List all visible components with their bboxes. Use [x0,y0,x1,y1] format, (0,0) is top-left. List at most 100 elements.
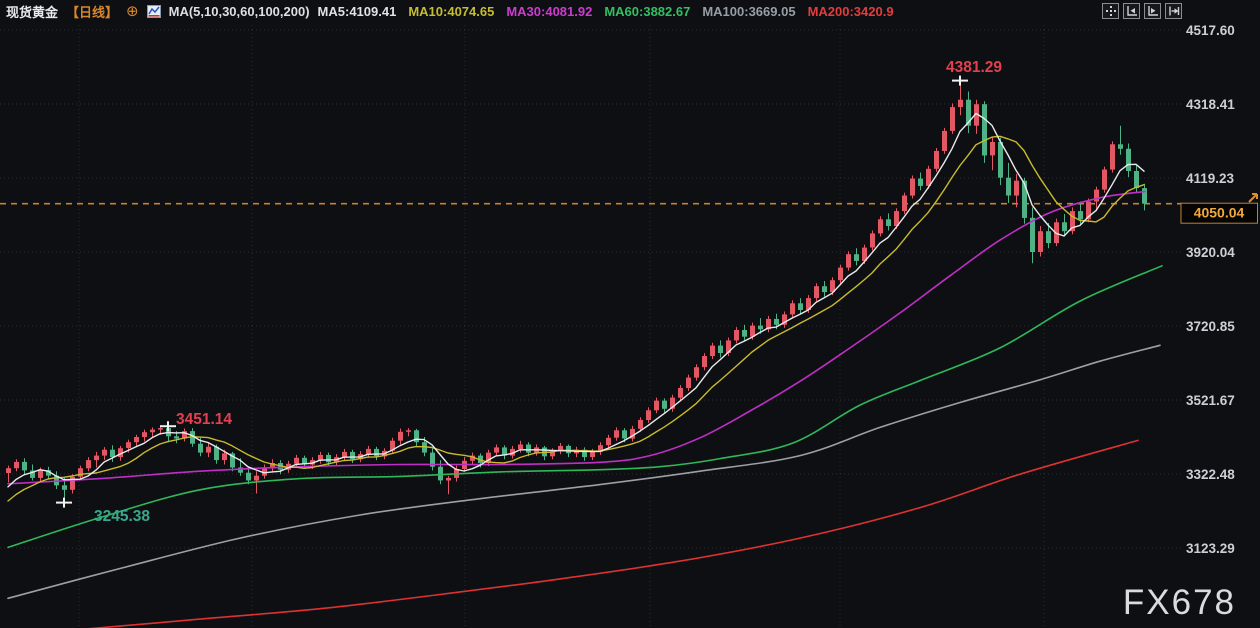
candle-body [742,330,747,337]
instrument-title: 现货黄金 [6,5,59,20]
gridlines [0,25,1181,628]
candle-body [926,168,931,186]
chart-type-icon[interactable] [146,5,161,18]
candle-body [150,429,155,433]
candle-body [734,330,739,341]
candle-body [1118,144,1123,149]
candle-body [38,470,43,478]
candle-body [510,448,515,456]
candle-body [1110,144,1115,170]
candle-body [646,410,651,420]
add-icon[interactable]: ⊕ [126,3,139,20]
candle-body [318,454,323,461]
axis-label: 3720.85 [1186,319,1235,334]
candle-body [566,445,571,454]
candle-body [6,468,11,473]
candle-body [1126,148,1131,171]
candle-body [1102,169,1107,190]
candle-body [198,443,203,453]
price-marker-arrow-icon [1248,193,1258,203]
ma-legend-5: MA200:3420.9 [807,4,894,19]
ma-summary-label: MA(5,10,30,60,100,200) [168,4,310,19]
candle-body [606,437,611,446]
candle-body [686,377,691,388]
candle-body [62,485,67,490]
candle-body [902,195,907,212]
candle-body [702,356,707,368]
ma-line-ma30 [7,190,1146,485]
candle-body [878,219,883,234]
candle-body [126,442,131,449]
candle-body [934,151,939,169]
candle-body [134,437,139,443]
candle-body [774,318,779,325]
candle-body [614,430,619,438]
candle-body [1134,171,1139,189]
candle-body [270,463,275,468]
axis-label: 3521.67 [1186,393,1235,408]
extreme-price-label: 3451.14 [176,411,232,428]
candle-body [550,451,555,457]
candle-body [1070,211,1075,232]
candle-body [78,468,83,477]
candle-body [22,461,27,471]
pan-left-icon[interactable] [1123,3,1140,19]
candle-body [526,444,531,453]
candle-body [1062,222,1067,232]
candle-body [654,400,659,411]
period-label[interactable]: 【日线】 [66,5,119,20]
candle-body [294,457,299,464]
candle-body [814,286,819,299]
candle-body [982,104,987,156]
candle-body [726,340,731,353]
candle-body [990,142,995,156]
candle-body [910,178,915,196]
candle-body [350,451,355,460]
candle-body [678,388,683,398]
candle-body [958,99,963,108]
candle-body [798,303,803,310]
go-latest-icon[interactable] [1165,3,1182,19]
watermark: FX678 [1122,583,1236,622]
candle-body [230,453,235,468]
candle-body [414,430,419,443]
axis-label: 4517.60 [1186,23,1235,38]
ma-line-ma10 [7,135,1145,502]
ma-legend-3: MA60:3882.67 [604,4,691,19]
candle-body [446,477,451,481]
candle-body [494,447,499,453]
candle-body [1038,231,1043,252]
candle-body [966,99,971,126]
annotations: 4381.29 3451.14 3245.38 [56,59,1002,525]
move-icon[interactable] [1102,3,1119,19]
axis-label: 3322.48 [1186,467,1235,482]
candle-body [86,460,91,469]
candle-body [1086,201,1091,220]
candle-body [854,254,859,261]
ma-legend-0: MA5:4109.41 [317,4,397,19]
candle-body [782,314,787,325]
candle-body [438,466,443,481]
candle-body [486,452,491,463]
candle-body [246,472,251,481]
candle-body [806,298,811,310]
pan-right-icon[interactable] [1144,3,1161,19]
price-tag: 4050.04 [1180,193,1258,224]
extreme-price-label: 4381.29 [946,59,1002,76]
candle-body [46,470,51,476]
candle-body [102,449,107,456]
candle-body [518,444,523,449]
candle-body [790,303,795,315]
candle-body [470,455,475,461]
candle-body [998,142,1003,178]
candle-body [214,446,219,461]
candle-body [894,211,899,226]
candle-body [1054,222,1059,244]
candle-body [758,325,763,330]
axis-label: 4318.41 [1186,97,1235,112]
ma-line-ma60 [7,265,1163,549]
candle-body [942,130,947,151]
candle-body [822,286,827,293]
